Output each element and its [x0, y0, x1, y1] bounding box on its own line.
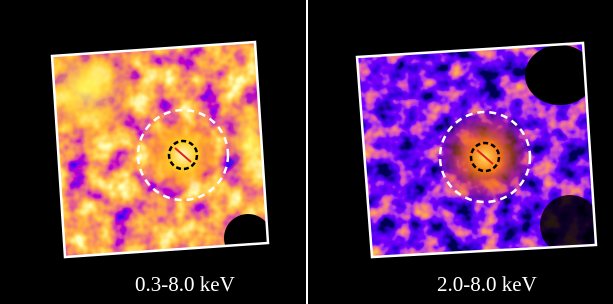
panel-label: 2.0-8.0 keV: [437, 272, 537, 296]
panel-label: 0.3-8.0 keV: [135, 272, 235, 296]
page: 0.3-8.0 keV 2.0-8.0 keV (() => { const d…: [0, 0, 613, 304]
figure: 0.3-8.0 keV 2.0-8.0 keV: [0, 0, 613, 304]
